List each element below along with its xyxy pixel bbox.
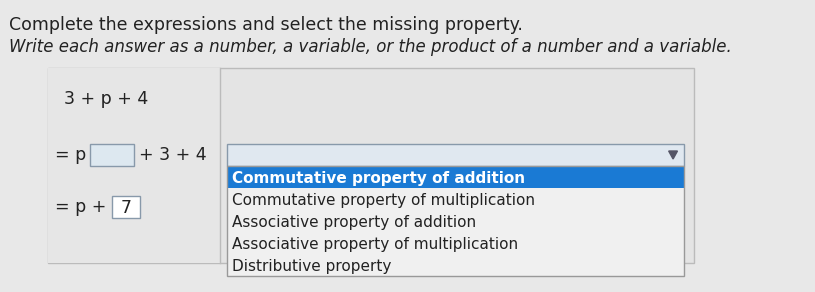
Bar	[90, 144, 134, 166]
Bar	[227, 188, 684, 210]
Text: Commutative property of multiplication: Commutative property of multiplication	[232, 192, 535, 208]
Bar	[227, 144, 684, 166]
Text: Complete the expressions and select the missing property.: Complete the expressions and select the …	[9, 16, 522, 34]
Bar	[48, 68, 220, 263]
Bar	[227, 166, 684, 276]
Polygon shape	[668, 151, 677, 159]
Text: Commutative property of addition: Commutative property of addition	[232, 171, 525, 185]
Text: = p: = p	[55, 146, 86, 164]
Text: = p +: = p +	[55, 198, 107, 216]
Text: Associative property of multiplication: Associative property of multiplication	[232, 237, 518, 251]
Bar	[112, 196, 139, 218]
Text: Distributive property: Distributive property	[232, 258, 391, 274]
Bar	[227, 166, 684, 188]
Text: 3 + p + 4: 3 + p + 4	[64, 90, 148, 108]
Text: Write each answer as a number, a variable, or the product of a number and a vari: Write each answer as a number, a variabl…	[9, 38, 732, 56]
Bar	[227, 232, 684, 254]
Bar	[227, 210, 684, 232]
Text: + 3 + 4: + 3 + 4	[139, 146, 206, 164]
Text: 7: 7	[120, 199, 131, 217]
Text: Associative property of addition: Associative property of addition	[232, 215, 476, 230]
Bar	[48, 68, 694, 263]
Bar	[227, 254, 684, 276]
